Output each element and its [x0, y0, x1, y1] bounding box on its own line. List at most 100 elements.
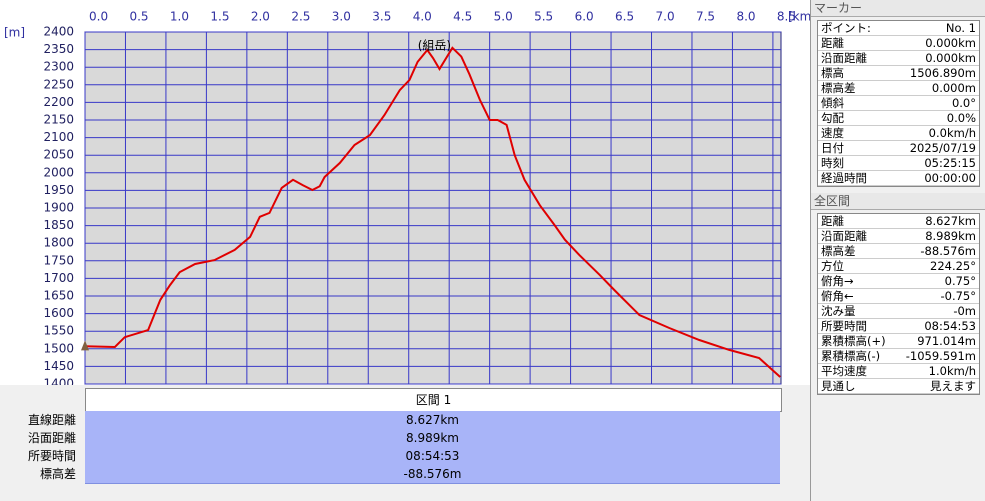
info-row: 方位 224.25° [818, 259, 979, 274]
x-tick-label: 6.5 [615, 10, 634, 24]
info-row: 俯角→ 0.75° [818, 274, 979, 289]
value: 08:54:53 [924, 319, 976, 333]
info-row: 沿面距離 0.000km [818, 51, 979, 66]
value: 1506.890m [909, 66, 976, 80]
value: 1.0km/h [928, 364, 976, 378]
y-tick-label: 1400 [43, 377, 74, 386]
label: 沿面距離 [821, 229, 867, 243]
label: 標高差 [39, 467, 76, 481]
value: -88.576m [920, 244, 976, 258]
info-row: 勾配 0.0% [818, 111, 979, 126]
x-tick-label: 8.5 [777, 10, 796, 24]
info-row: 見通し 見えます [818, 379, 979, 394]
y-tick-label: 1550 [43, 324, 74, 338]
label: 沿面距離 [821, 51, 867, 65]
label: 累積標高(+) [821, 334, 886, 348]
info-row: 距離 8.627km [818, 214, 979, 229]
x-tick-label: 1.5 [210, 10, 229, 24]
section-row: 標高差 -88.576m [0, 465, 810, 484]
info-row: 累積標高(+) 971.014m [818, 334, 979, 349]
value: 0.0% [946, 111, 976, 125]
value: 2025/07/19 [909, 141, 976, 155]
marker-icon [81, 340, 89, 351]
value: 0.000km [925, 51, 976, 65]
value: 971.014m [917, 334, 976, 348]
y-tick-label: 1900 [43, 201, 74, 215]
x-tick-label: 5.5 [534, 10, 553, 24]
x-tick-label: 4.5 [453, 10, 472, 24]
y-tick-label: 1950 [43, 183, 74, 197]
y-tick-label: 1750 [43, 253, 74, 267]
value: 8.627km [85, 411, 780, 430]
value: 8.627km [925, 214, 976, 228]
x-tick-label: 4.0 [413, 10, 432, 24]
label: 距離 [821, 36, 844, 50]
label: 所要時間 [27, 449, 76, 463]
section-row: 所要時間 08:54:53 [0, 447, 810, 466]
info-row: 距離 0.000km [818, 36, 979, 51]
section-title: 区間 1 [85, 388, 782, 412]
value: 0.000m [931, 81, 976, 95]
y-tick-label: 1450 [43, 359, 74, 373]
y-tick-label: 2000 [43, 165, 74, 179]
x-tick-label: 3.0 [332, 10, 351, 24]
x-tick-label: 7.0 [656, 10, 675, 24]
y-tick-label: 1850 [43, 218, 74, 232]
value: 8.989km [925, 229, 976, 243]
info-row: 標高差 0.000m [818, 81, 979, 96]
info-row: 累積標高(-) -1059.591m [818, 349, 979, 364]
label: 時刻 [821, 156, 844, 170]
value: -0.75° [940, 289, 976, 303]
info-row: 標高 1506.890m [818, 66, 979, 81]
y-tick-label: 2150 [43, 113, 74, 127]
label: 累積標高(-) [821, 349, 881, 363]
label: 標高差 [821, 244, 856, 258]
x-tick-label: 3.5 [372, 10, 391, 24]
x-tick-label: 2.5 [291, 10, 310, 24]
label: ポイント: [821, 21, 871, 35]
section-row: 沿面距離 8.989km [0, 429, 810, 448]
label: 所要時間 [821, 319, 867, 333]
label: 俯角→ [821, 274, 854, 288]
value: 00:00:00 [924, 171, 976, 185]
section-row: 直線距離 8.627km [0, 411, 810, 430]
y-tick-label: 1600 [43, 306, 74, 320]
total-panel: 全区間距離 8.627km 沿面距離 8.989km 標高差 -88.576m 方位 224.… [810, 193, 985, 501]
y-tick-label: 2350 [43, 42, 74, 56]
info-row: 平均速度 1.0km/h [818, 364, 979, 379]
total-rows: 距離 8.627km 沿面距離 8.989km 標高差 -88.576m 方位 224.25°… [817, 213, 980, 395]
x-tick-label: 5.0 [494, 10, 513, 24]
x-tick-label: 0.5 [129, 10, 148, 24]
info-row: 傾斜 0.0° [818, 96, 979, 111]
value: -0m [953, 304, 976, 318]
label: 方位 [821, 259, 844, 273]
value: 08:54:53 [85, 447, 780, 466]
panel-title: 全区間 [811, 193, 985, 210]
value: 0.75° [944, 274, 976, 288]
info-row: 標高差 -88.576m [818, 244, 979, 259]
marker-rows: ポイント: No. 1 距離 0.000km 沿面距離 0.000km 標高 1506.890… [817, 20, 980, 187]
info-row: 経過時間 00:00:00 [818, 171, 979, 186]
peak-label: (組岳) [418, 38, 451, 52]
value: 0.000km [925, 36, 976, 50]
info-row: ポイント: No. 1 [818, 21, 979, 36]
label: 標高 [821, 66, 844, 80]
label: 経過時間 [821, 171, 867, 185]
x-axis-label: [km] [788, 10, 810, 24]
y-tick-label: 2400 [43, 25, 74, 39]
y-tick-label: 2200 [43, 95, 74, 109]
value: No. 1 [945, 21, 976, 35]
label: 標高差 [821, 81, 856, 95]
label: 距離 [821, 214, 844, 228]
value: 見えます [930, 379, 976, 393]
info-row: 沈み量 -0m [818, 304, 979, 319]
panel-title: マーカー [811, 0, 985, 17]
y-tick-label: 2250 [43, 77, 74, 91]
label: 勾配 [821, 111, 844, 125]
y-tick-label: 1650 [43, 289, 74, 303]
label: 平均速度 [821, 364, 867, 378]
y-tick-label: 1700 [43, 271, 74, 285]
x-tick-label: 2.0 [251, 10, 270, 24]
value: 8.989km [85, 429, 780, 448]
